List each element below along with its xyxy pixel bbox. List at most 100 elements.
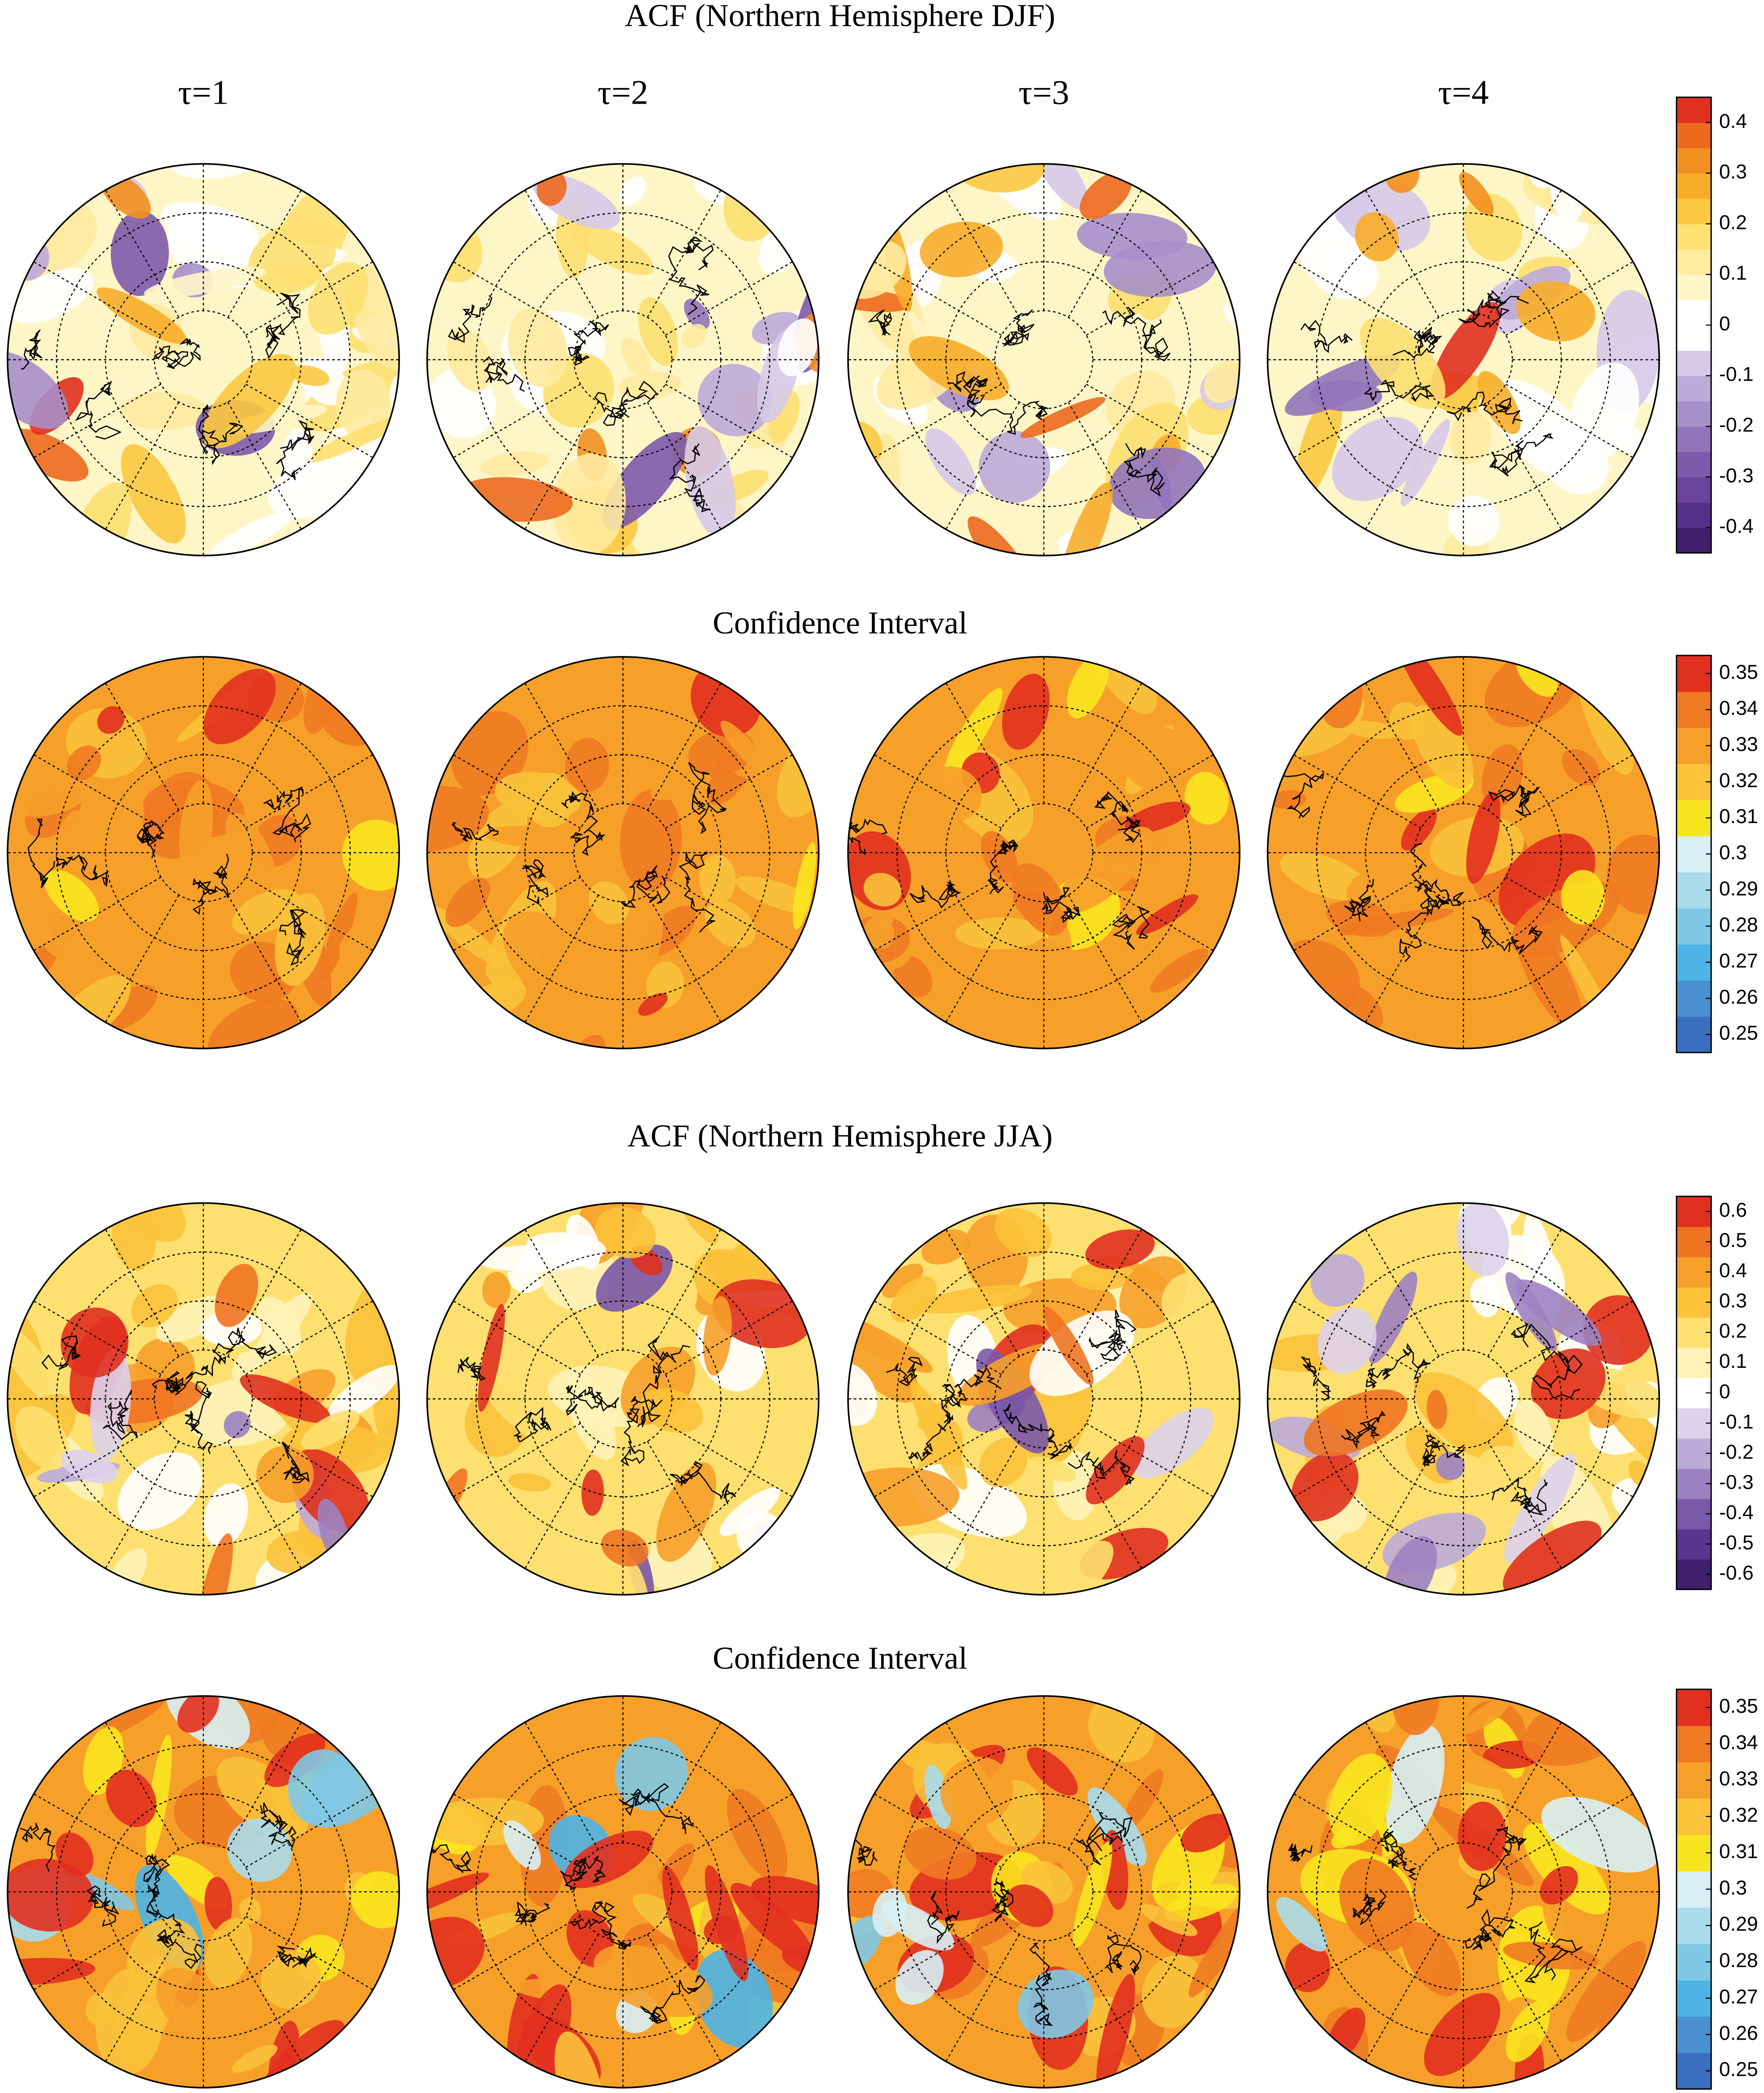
- field-blob: [1002, 674, 1050, 750]
- field-blob: [1514, 1399, 1554, 1462]
- field-blob: [1136, 894, 1198, 936]
- colorbar-tick-label: 0: [1719, 1380, 1730, 1403]
- colorbar-tick-label: 0.32: [1719, 769, 1758, 791]
- colorbar-bin: [1676, 528, 1712, 554]
- field-blob: [955, 917, 1044, 950]
- colorbar-tick-label: -0.1: [1719, 1410, 1753, 1433]
- colorbar-bin: [1676, 97, 1712, 123]
- field-blob: [1502, 1520, 1602, 1595]
- colorbar-tick-label: 0.25: [1719, 1022, 1758, 1044]
- colorbar-tick-label: -0.3: [1719, 464, 1753, 487]
- coastline: [1076, 1811, 1133, 1865]
- field-blob: [99, 1696, 167, 1737]
- coastline: [277, 1945, 317, 1968]
- coastline: [102, 1389, 138, 1441]
- colorbar-bin: [1676, 198, 1712, 225]
- coastline: [909, 1400, 953, 1462]
- field-blob: [427, 1917, 485, 1989]
- coastline: [1446, 391, 1523, 424]
- field-blob: [326, 1365, 400, 1422]
- field-blob: [52, 711, 70, 795]
- colorbar-tick-label: 0.28: [1719, 914, 1758, 936]
- field-blob: [200, 1311, 262, 1346]
- field-blob: [85, 868, 183, 940]
- field-blob: [640, 1388, 703, 1433]
- colorbar-bin: [1676, 375, 1712, 402]
- field-blob: [730, 778, 790, 833]
- coastline: [568, 321, 609, 366]
- field-blob: [1276, 1897, 1327, 1952]
- colorbar-tick-label: 0.1: [1719, 1350, 1747, 1372]
- field-blob: [1607, 835, 1659, 915]
- field-blob: [179, 780, 213, 878]
- polar-map: [848, 164, 1240, 556]
- map-border: [7, 163, 400, 557]
- colorbar-tick-label: 0.4: [1719, 110, 1747, 132]
- field-blob: [60, 1449, 118, 1483]
- field-blob: [1458, 1697, 1511, 1735]
- polar-map: [427, 657, 819, 1049]
- colorbar-tick-label: 0: [1719, 312, 1730, 335]
- coastline: [991, 1880, 1014, 1922]
- field-blob: [256, 1446, 314, 1503]
- coastline: [1106, 1934, 1142, 1976]
- field-blob: [209, 511, 294, 556]
- colorbar-bin: [1676, 1798, 1712, 1835]
- field-blob: [615, 1737, 688, 1811]
- colorbar-tick-label: 0.34: [1719, 1731, 1758, 1753]
- field-blob: [1382, 1938, 1415, 2017]
- field-blob: [917, 1285, 1032, 1314]
- colorbar-tick-label: 0.3: [1719, 841, 1747, 864]
- colorbar-tick-label: -0.4: [1719, 1501, 1753, 1524]
- field-blob: [204, 1483, 248, 1547]
- field-blob: [256, 1297, 302, 1355]
- map-border: [7, 1202, 400, 1596]
- coastline: [1465, 1909, 1515, 1951]
- field-blob: [482, 1272, 511, 1308]
- map-border: [426, 656, 820, 1049]
- field-blob: [135, 892, 258, 917]
- colorbar-bin: [1676, 980, 1712, 1017]
- field-blob: [848, 1362, 878, 1426]
- coastline: [457, 1356, 486, 1381]
- colorbar-tick-label: 0.4: [1719, 1259, 1747, 1282]
- coastline: [143, 1853, 170, 1918]
- field-blob: [880, 1900, 955, 1951]
- field-blob: [1188, 1891, 1240, 1998]
- field-blob: [1506, 2001, 1550, 2062]
- field-blob: [146, 1734, 172, 1859]
- field-blob: [60, 1307, 129, 1378]
- field-blob: [1073, 1842, 1112, 1948]
- coastline: [1003, 1404, 1072, 1460]
- field-blob: [121, 444, 186, 544]
- field-blob: [1067, 657, 1109, 719]
- coastline: [198, 404, 243, 465]
- field-blob: [447, 328, 492, 392]
- field-blob: [1020, 397, 1106, 438]
- field-blob: [451, 711, 529, 796]
- field-blob: [720, 720, 766, 772]
- field-blob: [979, 431, 1050, 503]
- field-blob: [1401, 967, 1464, 1035]
- field-blob: [727, 1789, 788, 1881]
- field-blob: [7, 1958, 95, 1985]
- field-blob: [1267, 312, 1317, 382]
- field-blob: [547, 1003, 654, 1049]
- coastline: [1301, 320, 1353, 353]
- colorbar-tick-label: 0.2: [1719, 211, 1747, 233]
- field-blob: [232, 889, 301, 935]
- field-blob: [601, 1529, 649, 1567]
- map-border: [426, 1202, 820, 1596]
- polar-map: [1267, 1696, 1659, 2088]
- colorbar-tick-label: 0.6: [1719, 1199, 1747, 1221]
- field-blob: [313, 734, 375, 823]
- field-blob: [1108, 719, 1212, 803]
- coastline: [1491, 1476, 1548, 1516]
- polar-map: [7, 164, 400, 556]
- field-blob: [1477, 371, 1521, 434]
- colorbar-tick-label: 0.31: [1719, 805, 1758, 827]
- field-blob: [1401, 808, 1437, 851]
- colorbar-tick-label: -0.2: [1719, 413, 1753, 436]
- colorbar-tick-label: 0.35: [1719, 661, 1758, 683]
- colorbar-bin: [1676, 691, 1712, 728]
